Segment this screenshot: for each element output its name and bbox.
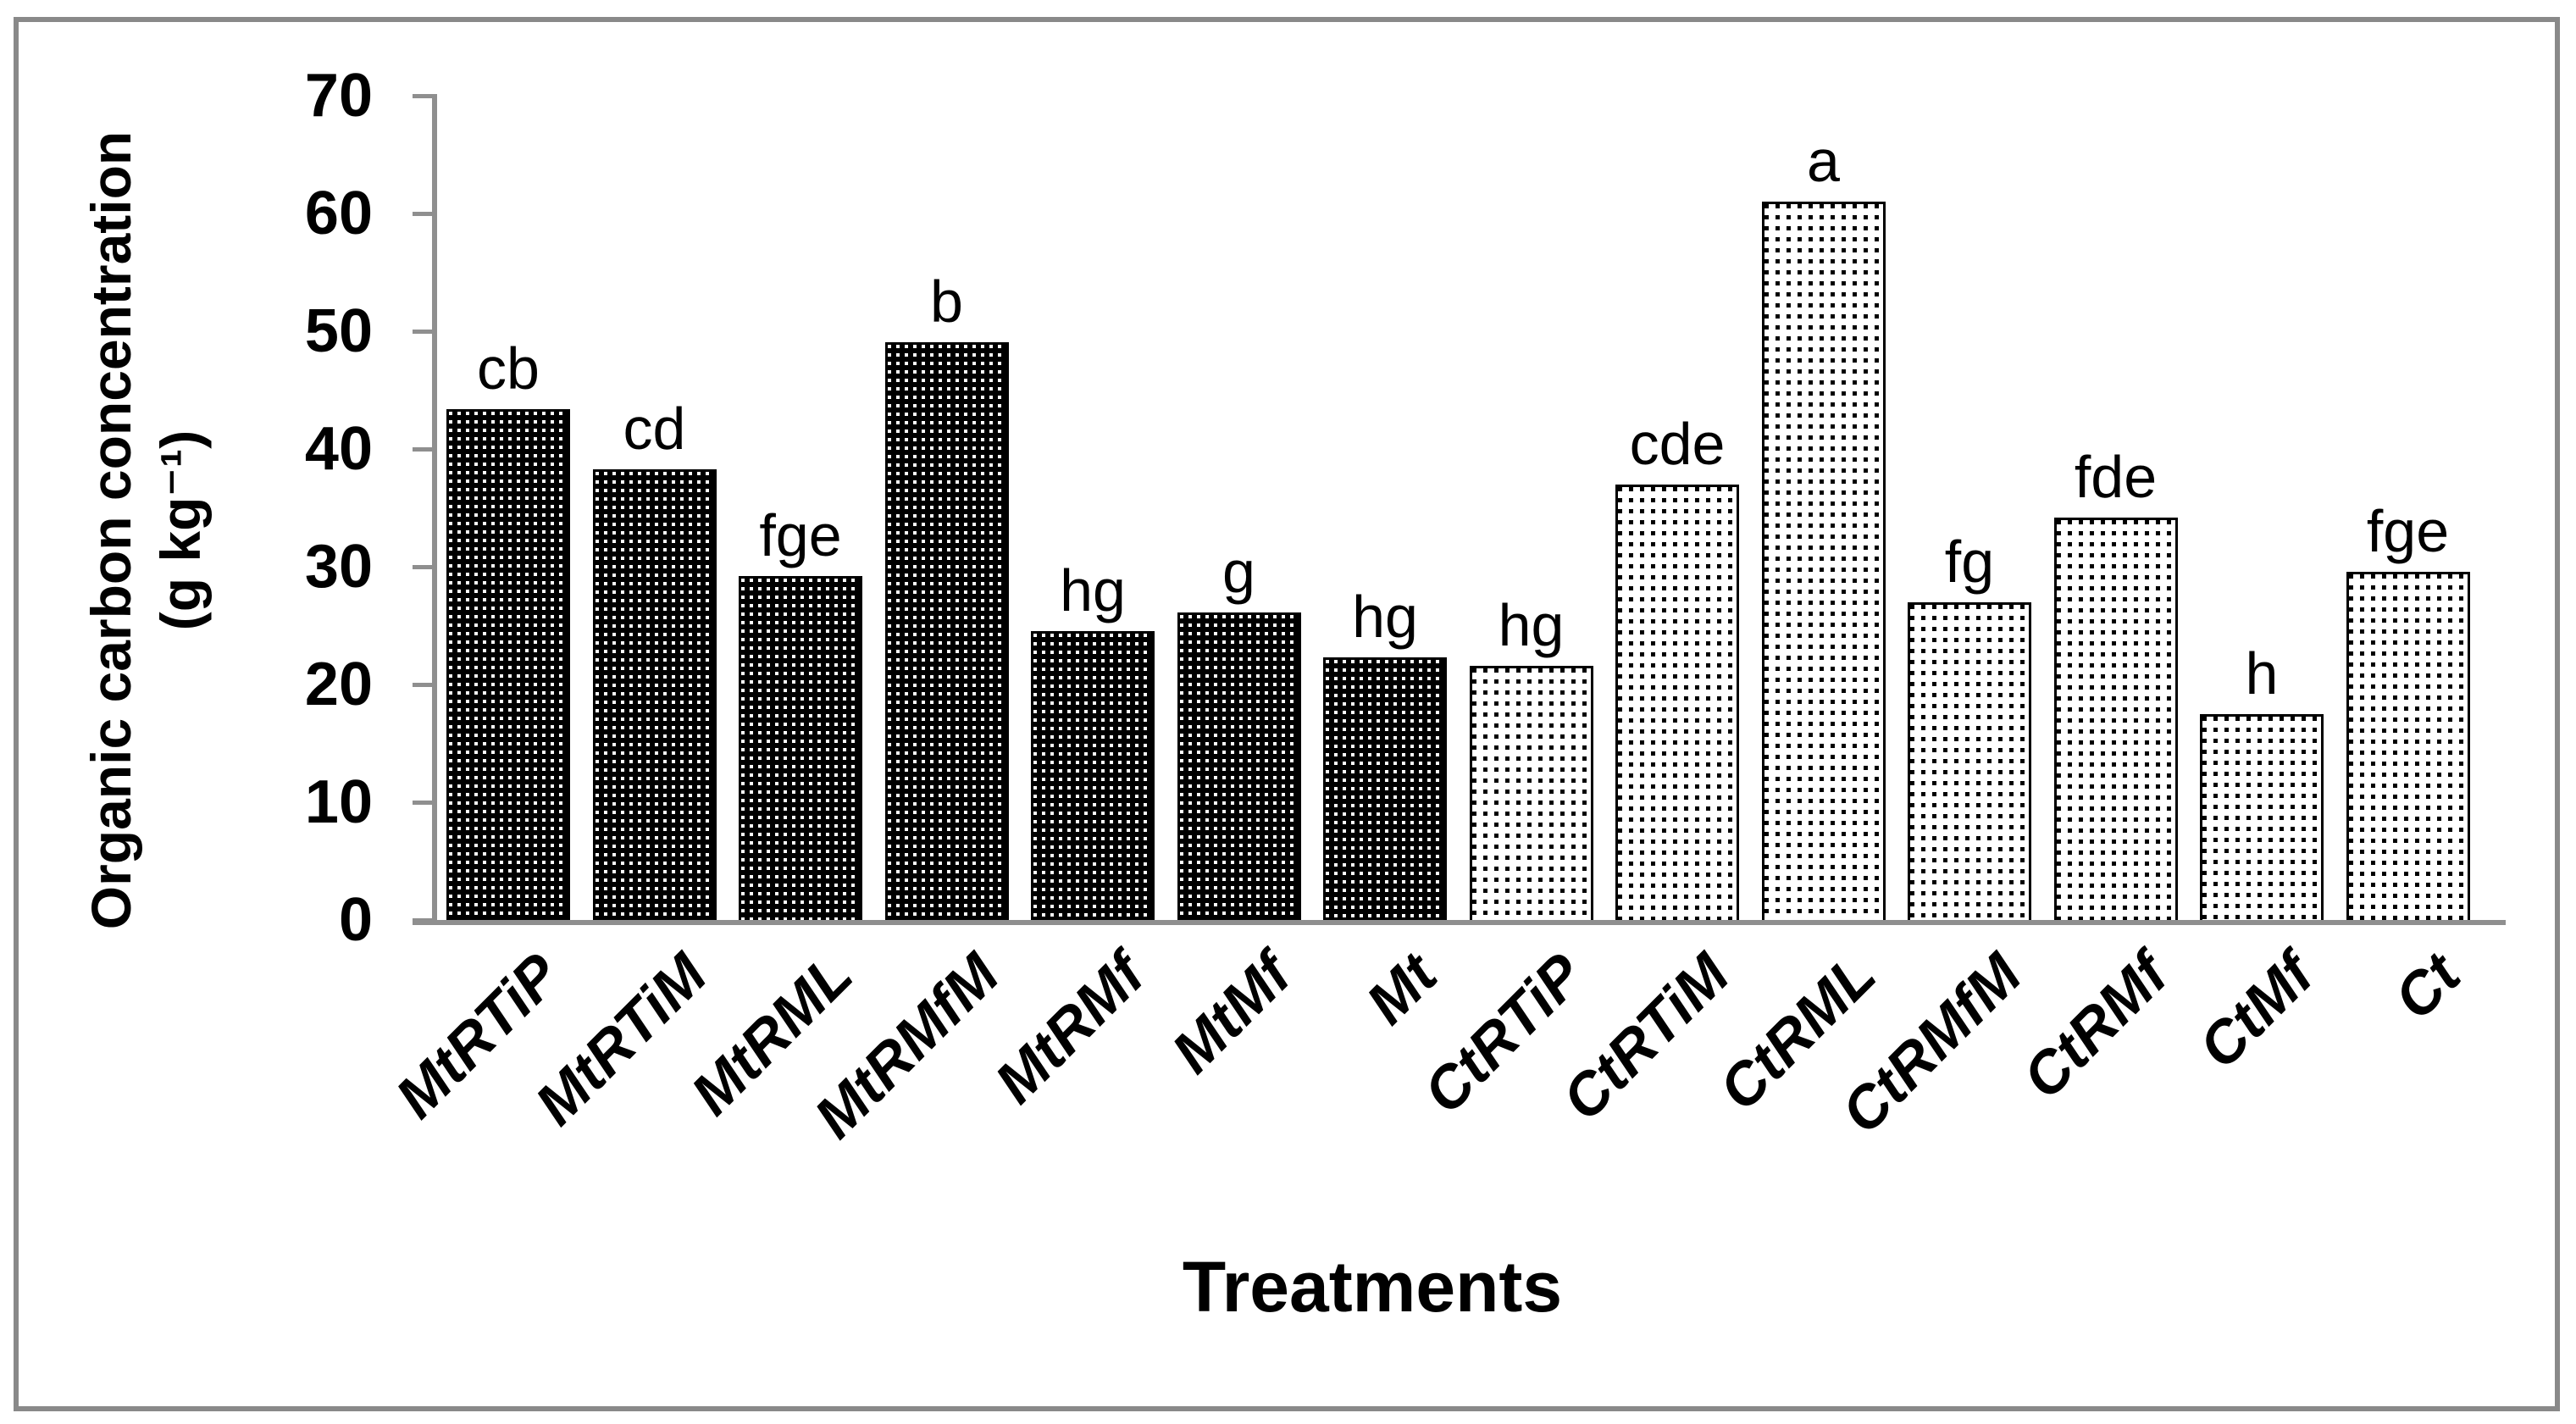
y-tick-mark (413, 447, 435, 452)
y-tick-mark (413, 683, 435, 687)
significance-letter: hg (1498, 591, 1565, 658)
y-tick-label: 10 (304, 768, 373, 836)
bar-CtRTiP (1469, 665, 1593, 923)
y-tick-label: 60 (304, 180, 373, 247)
y-axis-line (432, 94, 437, 924)
bar-MtRMf (1031, 631, 1155, 923)
y-tick-label: 20 (304, 651, 373, 718)
y-axis-title-line1: Organic carbon concentration (80, 130, 142, 930)
significance-letter: fge (759, 502, 842, 569)
y-tick-label: 50 (304, 297, 373, 365)
significance-letter: fge (2366, 497, 2450, 564)
significance-letter: cb (477, 335, 540, 402)
significance-letter: g (1222, 539, 1255, 606)
y-tick-label: 70 (304, 62, 373, 130)
bar-MtRMfM (884, 341, 1009, 923)
bar-CtRTiM (1615, 484, 1739, 923)
significance-letter: a (1807, 128, 1840, 195)
significance-letter: fde (2074, 443, 2158, 510)
bar-Ct (2346, 571, 2470, 923)
bar-Mt (1323, 657, 1447, 923)
significance-letter: cd (623, 395, 686, 462)
y-tick-mark (413, 94, 435, 98)
significance-letter: b (930, 268, 963, 335)
y-tick-label: 30 (304, 533, 373, 601)
significance-letter: h (2245, 640, 2279, 706)
bar-CtRMf (2053, 517, 2178, 923)
y-tick-mark (413, 918, 435, 923)
figure-border (14, 17, 2560, 1411)
x-axis-title: Treatments (1182, 1247, 1563, 1327)
y-tick-label: 0 (338, 886, 373, 954)
bar-MtRTiP (446, 408, 570, 923)
y-axis-title: Organic carbon concentration (g kg⁻¹) (76, 0, 215, 1123)
bar-CtRMfM (1908, 601, 2031, 923)
bar-CtRML (1761, 202, 1886, 923)
significance-letter: hg (1352, 584, 1418, 651)
y-axis-title-line2: (g kg⁻¹) (149, 429, 212, 631)
significance-letter: cde (1629, 410, 1726, 477)
significance-letter: hg (1060, 557, 1126, 624)
y-tick-mark (413, 212, 435, 216)
y-tick-label: 40 (304, 415, 373, 483)
bar-CtMf (2200, 713, 2324, 923)
y-tick-mark (413, 801, 435, 805)
bar-MtRML (739, 576, 862, 923)
bar-MtRTiM (592, 468, 717, 923)
x-axis-line (413, 920, 2506, 925)
y-tick-mark (413, 565, 435, 569)
significance-letter: fg (1944, 528, 1995, 595)
y-tick-mark (413, 330, 435, 334)
bar-MtMf (1177, 612, 1301, 923)
